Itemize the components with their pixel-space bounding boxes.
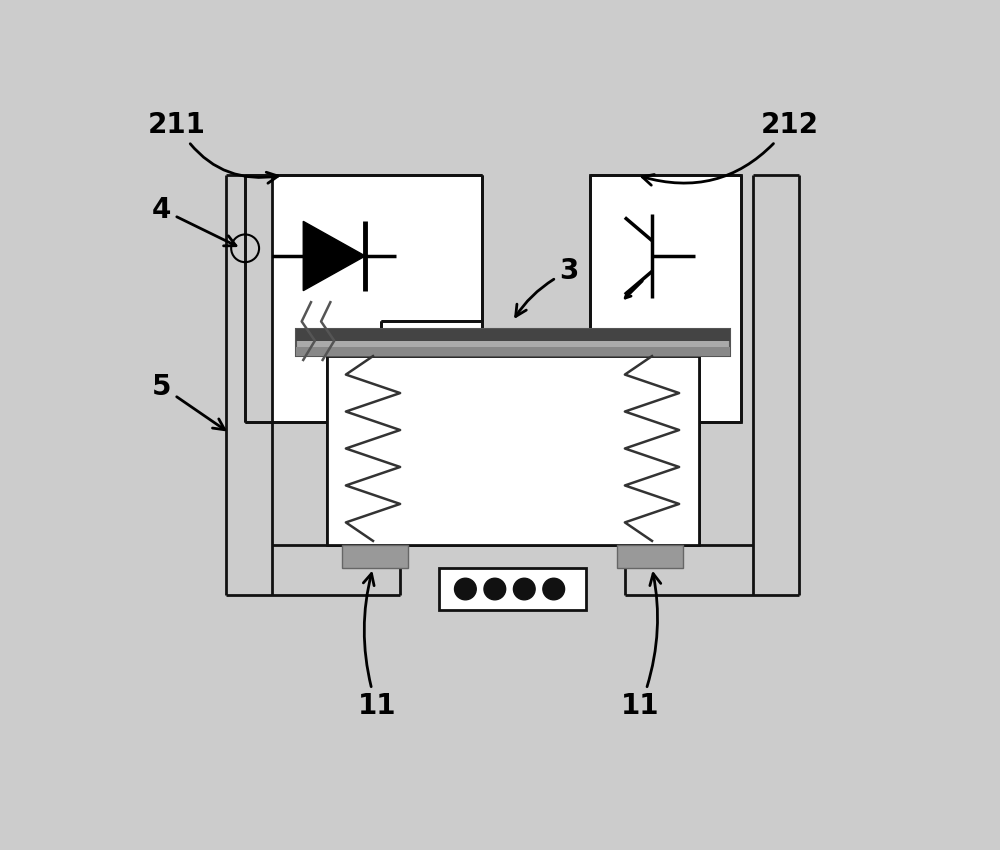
- Polygon shape: [303, 221, 365, 291]
- Text: 3: 3: [516, 257, 578, 316]
- Bar: [296, 347, 730, 356]
- Bar: [296, 329, 730, 341]
- Text: 211: 211: [148, 110, 278, 184]
- Bar: [617, 545, 683, 568]
- Bar: [326, 356, 698, 545]
- Bar: [247, 177, 480, 420]
- Circle shape: [484, 578, 506, 600]
- Text: 11: 11: [621, 574, 661, 720]
- Text: 212: 212: [642, 110, 818, 185]
- Bar: [439, 568, 586, 610]
- Circle shape: [513, 578, 535, 600]
- Text: 5: 5: [152, 372, 225, 430]
- Circle shape: [543, 578, 565, 600]
- Text: 11: 11: [358, 574, 396, 720]
- Bar: [342, 545, 408, 568]
- Bar: [757, 175, 799, 595]
- Text: 4: 4: [152, 196, 236, 246]
- Circle shape: [455, 578, 476, 600]
- Bar: [230, 175, 272, 595]
- Bar: [296, 329, 730, 356]
- Bar: [590, 175, 741, 422]
